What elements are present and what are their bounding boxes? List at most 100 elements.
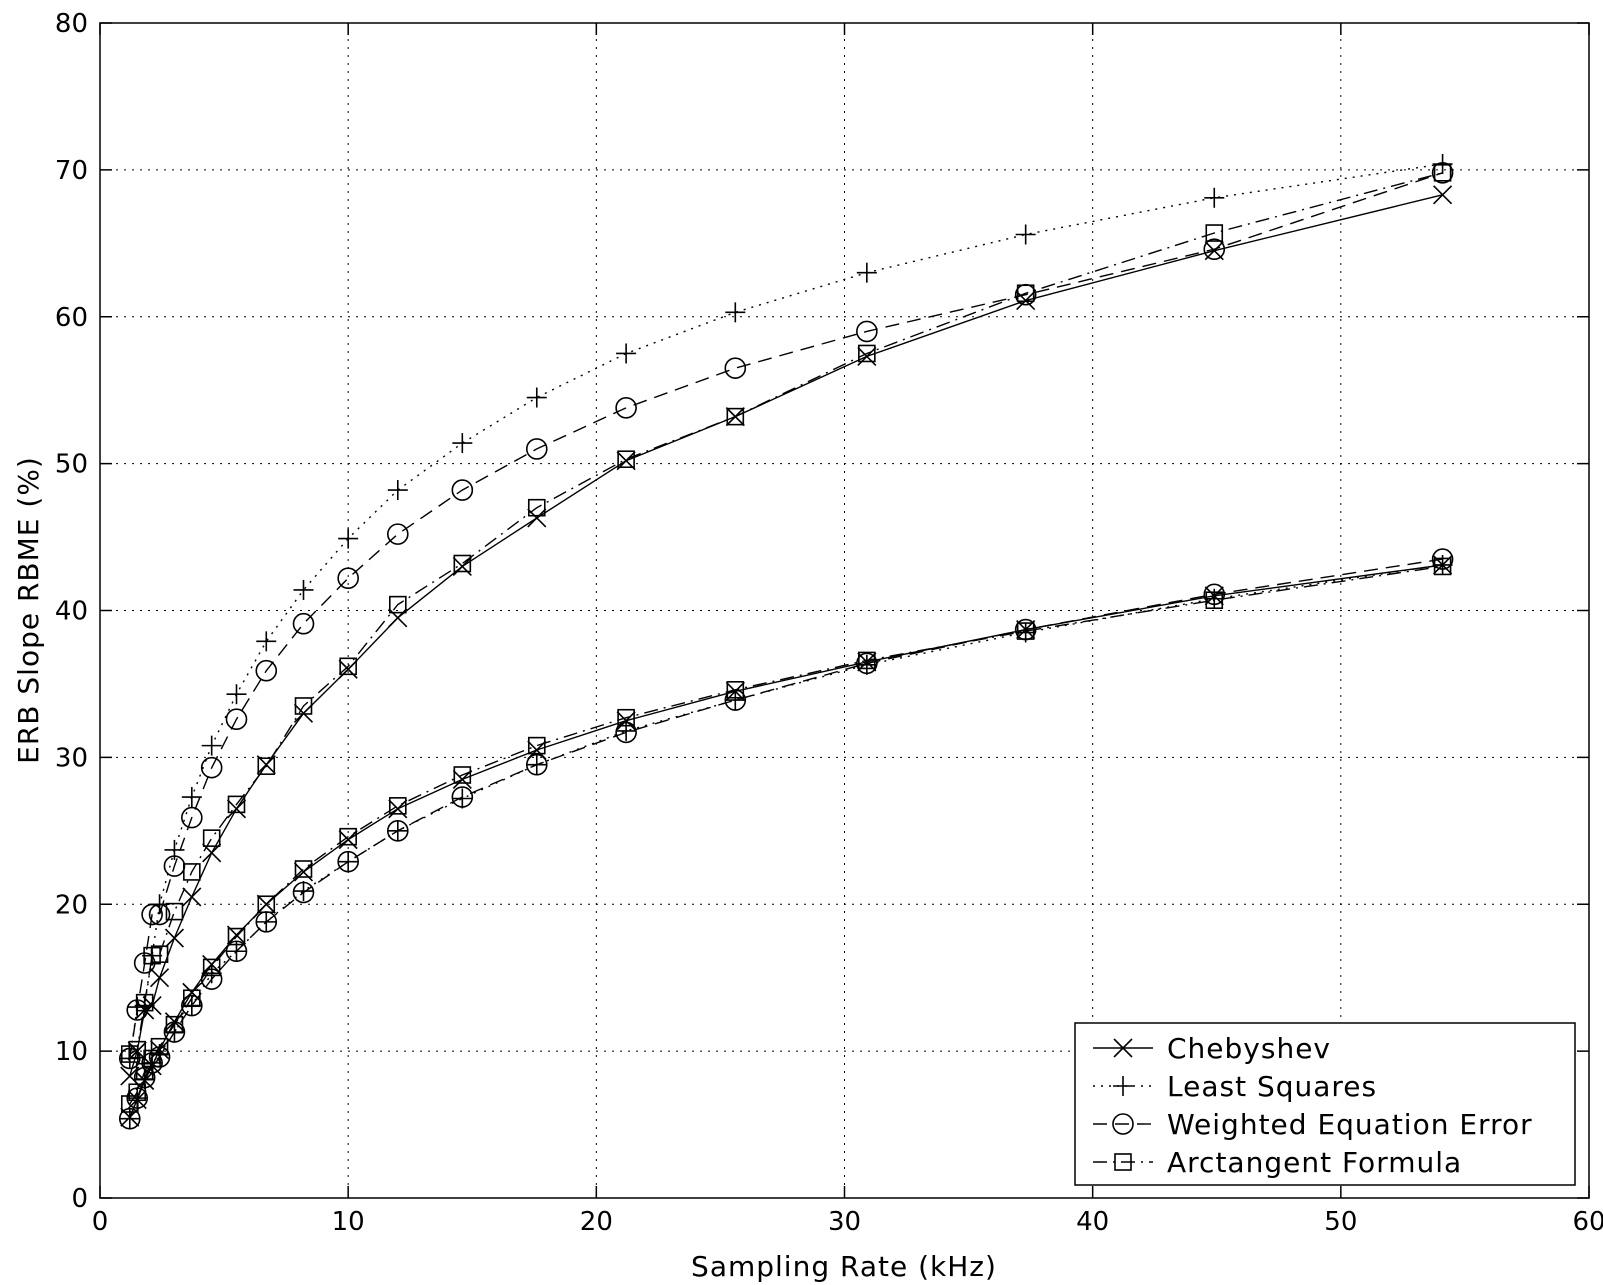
legend-marker (1113, 1038, 1133, 1058)
y-tick-label: 70 (55, 156, 88, 186)
data-point (181, 787, 202, 808)
data-point (183, 989, 201, 1008)
data-point (294, 860, 313, 878)
data-point (452, 556, 472, 577)
marker-stroke (256, 894, 276, 914)
data-point (183, 863, 201, 881)
marker-stroke (293, 862, 314, 882)
marker-stroke (1113, 1038, 1133, 1058)
data-point (292, 612, 315, 635)
data-point (1016, 284, 1035, 303)
data-point (724, 689, 747, 711)
data-point (227, 795, 246, 814)
data-point (386, 820, 409, 842)
data-point (388, 595, 407, 614)
data-point (1203, 583, 1226, 606)
data-point (202, 829, 221, 847)
data-point (1016, 622, 1035, 640)
marker-stroke (226, 799, 247, 819)
data-point (725, 690, 746, 711)
data-point (725, 302, 746, 323)
data-point (201, 735, 222, 756)
data-point (149, 968, 170, 988)
y-tick-label: 20 (55, 890, 88, 920)
data-point (525, 753, 548, 776)
data-point (857, 346, 877, 366)
data-point (726, 407, 745, 426)
data-point (118, 1107, 141, 1130)
data-point (200, 968, 223, 990)
data-point (453, 554, 472, 573)
data-point (1432, 154, 1453, 174)
data-point (856, 320, 878, 343)
legend-marker (1113, 1076, 1133, 1096)
marker-stroke (182, 887, 202, 907)
axis-ticks: 0 10 20 30 40 50 60 0 10 20 30 40 50 60 70 80 (55, 9, 1603, 1237)
marker-stroke (725, 407, 745, 427)
x-axis-label: Sampling Rate (kHz) (691, 1250, 997, 1283)
data-point (225, 940, 248, 963)
data-point (141, 903, 163, 926)
series-line-weighted-equation-error-upper (129, 172, 1443, 1059)
data-point (1433, 185, 1453, 205)
data-point (1204, 187, 1225, 208)
data-point (148, 903, 171, 926)
data-point (202, 958, 221, 977)
data-point (527, 736, 546, 755)
x-tick-label: 50 (1324, 1207, 1357, 1237)
data-point (255, 659, 278, 682)
data-point (201, 963, 222, 984)
marker-stroke (388, 799, 408, 819)
data-point (856, 262, 877, 283)
grid (100, 23, 1589, 1198)
data-point (225, 708, 248, 730)
legend-label: Weighted Equation Error (1167, 1108, 1533, 1141)
data-point (1203, 238, 1226, 260)
x-tick-label: 20 (580, 1207, 613, 1237)
y-axis-label: ERB Slope RBME (%) (12, 456, 45, 764)
data-point (339, 657, 357, 676)
data-point (526, 387, 547, 408)
y-tick-label: 30 (55, 743, 88, 773)
y-tick-label: 10 (55, 1037, 88, 1067)
marker-stroke (857, 346, 877, 366)
data-point (257, 757, 276, 775)
data-point (134, 995, 155, 1016)
marker-stroke (149, 968, 170, 988)
data-point (856, 654, 877, 675)
data-point (165, 902, 184, 921)
y-tick-label: 60 (55, 303, 88, 333)
data-point (200, 756, 223, 779)
marker-stroke (452, 556, 472, 577)
data-point (339, 827, 357, 846)
data-point (387, 820, 408, 841)
data-point (724, 357, 747, 379)
data-point (616, 720, 637, 741)
data-point (452, 769, 472, 789)
data-point (1433, 557, 1452, 576)
data-point (1431, 548, 1454, 570)
data-point (1433, 164, 1452, 182)
data-point (1431, 162, 1454, 184)
data-point (337, 850, 359, 873)
legend-entry: Least Squares (1093, 1070, 1376, 1103)
legend-entry: Arctangent Formula (1093, 1146, 1461, 1179)
data-point (453, 766, 472, 784)
series-line-arctangent-formula-upper (129, 172, 1443, 1055)
x-tick-label: 0 (92, 1207, 109, 1237)
marker-stroke (452, 769, 472, 789)
data-point (227, 927, 246, 946)
data-point (858, 344, 876, 363)
series-markers-arctangent-formula-upper (120, 164, 1452, 1063)
data-point (388, 797, 407, 815)
data-point (293, 881, 314, 902)
series-line-least-squares-lower (129, 564, 1443, 1119)
data-point (338, 528, 359, 549)
data-point (617, 708, 635, 727)
data-point (294, 697, 313, 715)
legend: Chebyshev Least Squares Weighted Equation … (1074, 1022, 1576, 1186)
series-markers-least-squares-upper (119, 154, 1453, 1069)
data-point (1205, 224, 1224, 242)
data-point (451, 786, 474, 808)
data-point (181, 806, 203, 829)
